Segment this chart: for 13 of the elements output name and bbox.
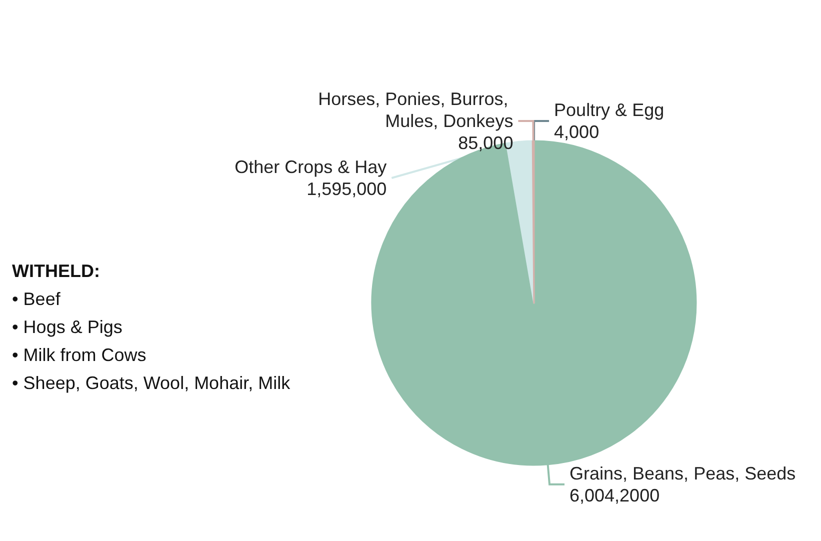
slice-label: Poultry & Egg (554, 100, 664, 120)
slice-label: Grains, Beans, Peas, Seeds (570, 463, 796, 484)
data-label: 6,004,2000 (570, 485, 660, 506)
slice-label: Other Crops & Hay (234, 157, 387, 177)
text: • Milk from Cows (12, 345, 146, 365)
text: • Hogs & Pigs (12, 317, 122, 337)
text: • Beef (12, 289, 62, 309)
data-label: 85,000 (458, 133, 514, 153)
text: WITHELD: (12, 261, 100, 281)
data-label: 4,000 (554, 122, 600, 142)
data-label: 1,595,000 (306, 179, 387, 199)
slice-label: Horses, Ponies, Burros, Mules, Donkeys (318, 89, 514, 131)
text: • Sheep, Goats, Wool, Mohair, Milk (12, 373, 292, 393)
